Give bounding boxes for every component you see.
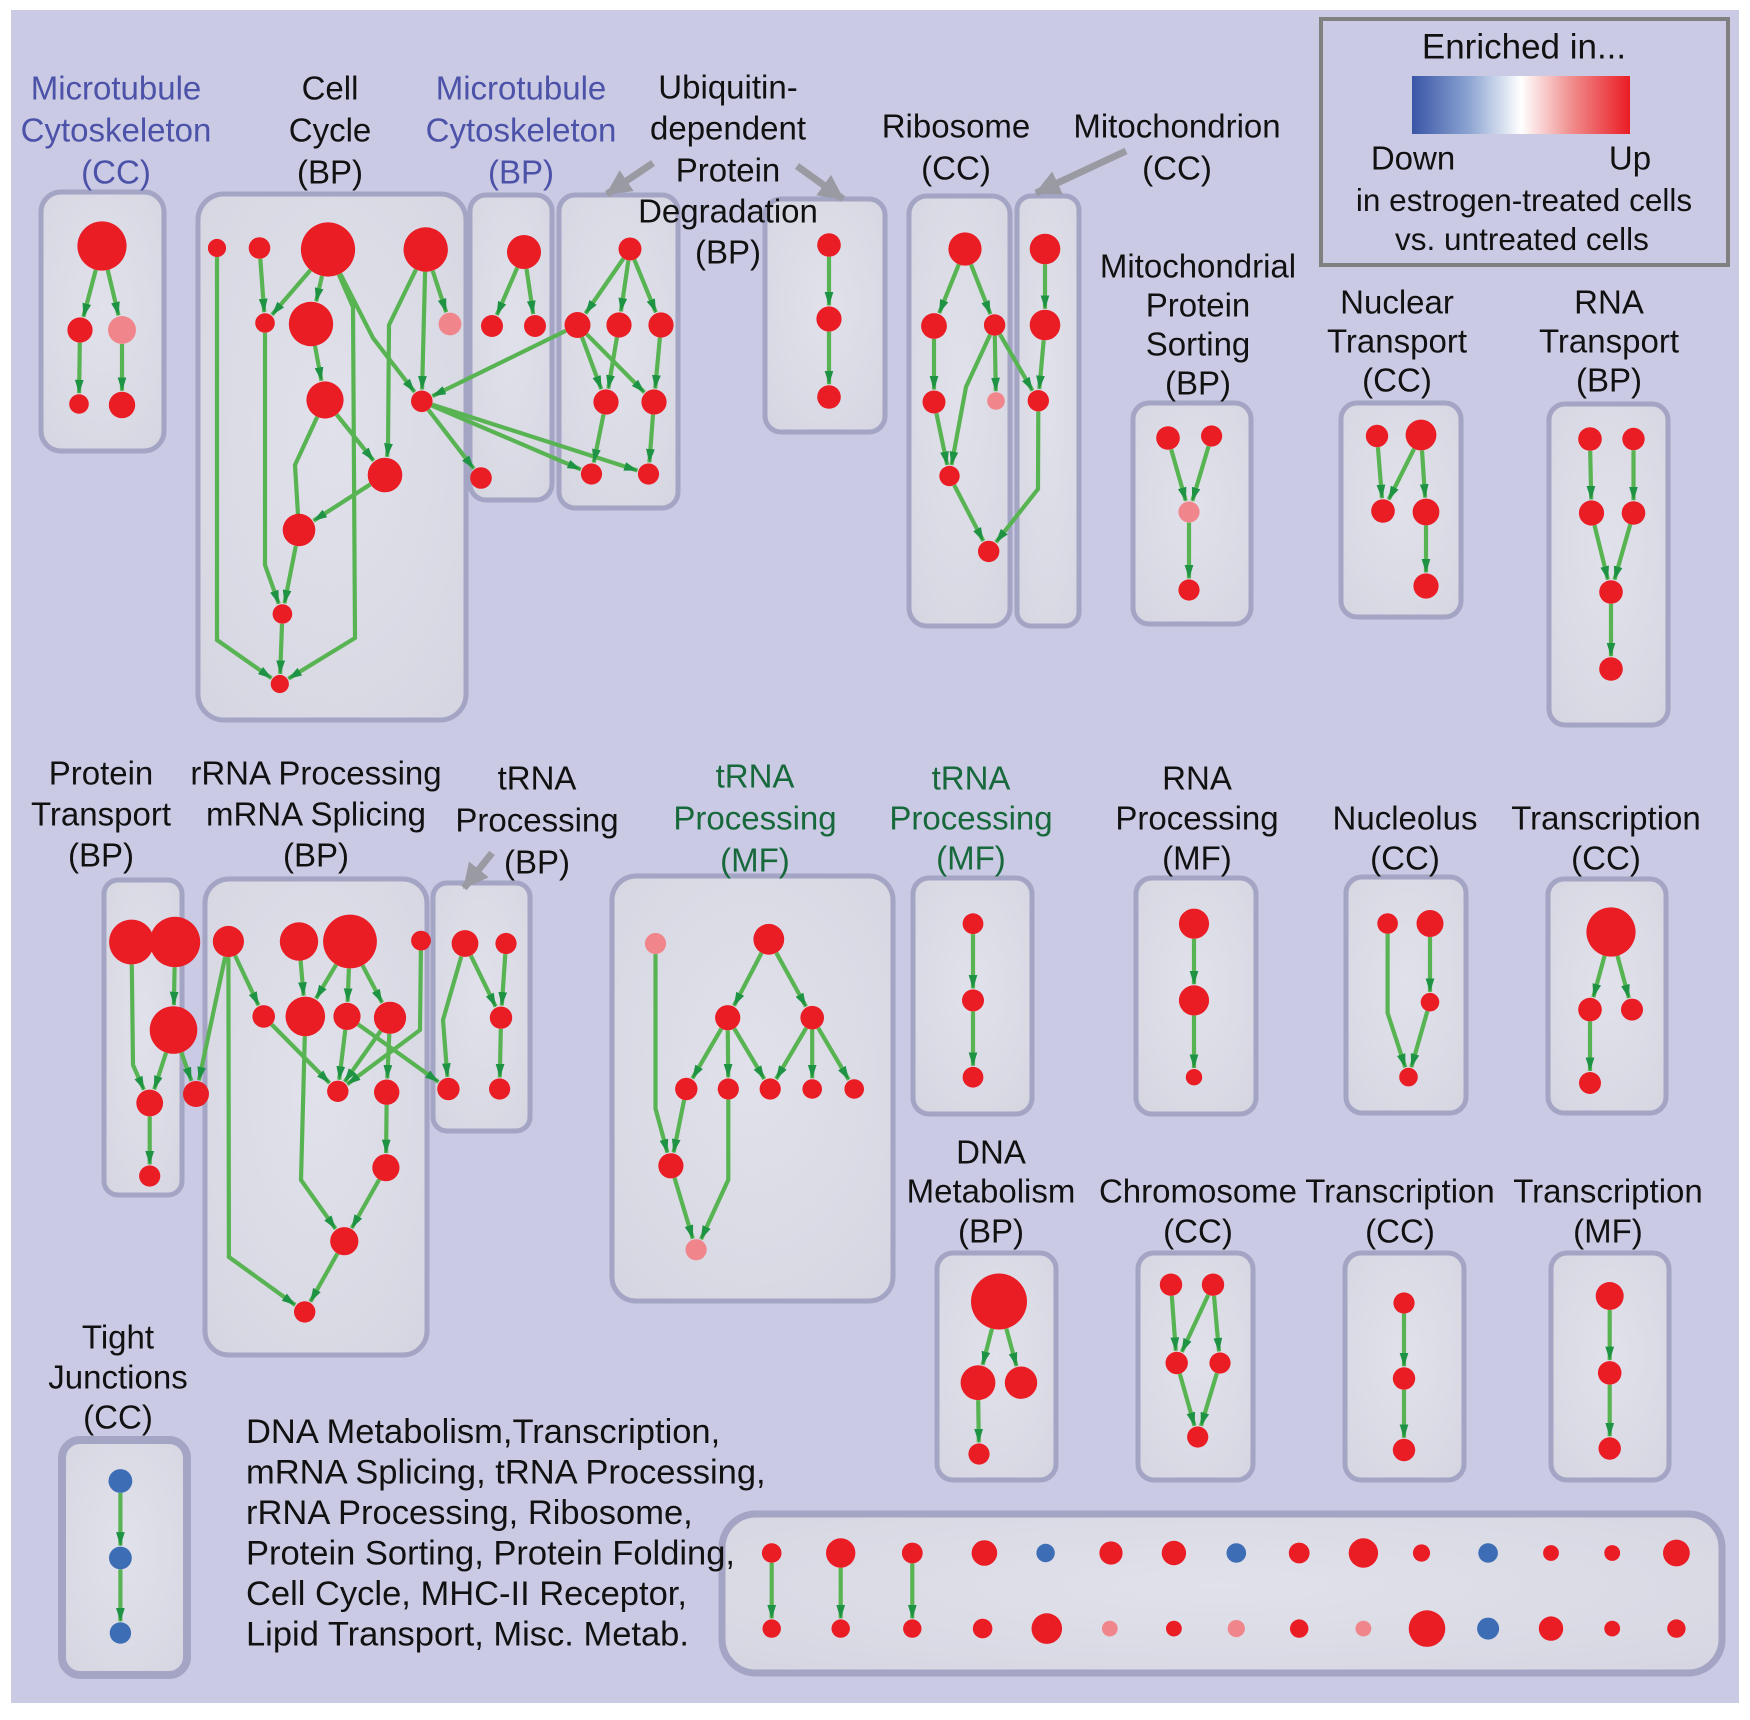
- svg-text:Ubiquitin-: Ubiquitin-: [658, 69, 797, 106]
- svg-text:Metabolism: Metabolism: [907, 1173, 1076, 1210]
- svg-text:mRNA Splicing: mRNA Splicing: [206, 796, 426, 833]
- svg-text:Processing: Processing: [673, 800, 836, 837]
- svg-text:Protein: Protein: [49, 755, 154, 792]
- svg-text:(BP): (BP): [1165, 365, 1231, 402]
- svg-text:Processing: Processing: [455, 802, 618, 839]
- svg-text:(MF): (MF): [1573, 1213, 1643, 1250]
- svg-text:rRNA Processing, Ribosome,: rRNA Processing, Ribosome,: [246, 1494, 693, 1532]
- svg-text:(BP): (BP): [504, 844, 570, 881]
- svg-text:vs. untreated cells: vs. untreated cells: [1395, 221, 1649, 257]
- svg-text:Transport: Transport: [31, 796, 171, 833]
- svg-text:Ribosome: Ribosome: [882, 108, 1031, 145]
- svg-text:Protein: Protein: [1146, 287, 1251, 324]
- svg-text:Cytoskeleton: Cytoskeleton: [21, 112, 212, 149]
- svg-text:Tight: Tight: [82, 1319, 154, 1356]
- svg-text:(CC): (CC): [1365, 1213, 1435, 1250]
- svg-text:DNA Metabolism,Transcription,: DNA Metabolism,Transcription,: [246, 1413, 720, 1451]
- svg-text:(BP): (BP): [68, 837, 134, 874]
- svg-text:(CC): (CC): [921, 150, 991, 187]
- svg-text:RNA: RNA: [1574, 284, 1644, 321]
- svg-text:Junctions: Junctions: [48, 1359, 187, 1396]
- svg-text:(CC): (CC): [81, 154, 151, 191]
- svg-text:tRNA: tRNA: [498, 760, 577, 797]
- svg-text:Cell Cycle, MHC-II Receptor,: Cell Cycle, MHC-II Receptor,: [246, 1575, 687, 1613]
- svg-text:Up: Up: [1609, 140, 1651, 177]
- svg-text:(MF): (MF): [1162, 840, 1232, 877]
- svg-text:Transcription: Transcription: [1513, 1173, 1703, 1210]
- svg-text:tRNA: tRNA: [932, 760, 1011, 797]
- svg-text:(BP): (BP): [297, 154, 363, 191]
- svg-text:Microtubule: Microtubule: [31, 70, 202, 107]
- svg-text:Enriched in...: Enriched in...: [1422, 28, 1626, 67]
- svg-text:RNA: RNA: [1162, 760, 1232, 797]
- svg-text:(MF): (MF): [720, 842, 790, 879]
- svg-text:Down: Down: [1371, 140, 1455, 177]
- svg-text:in estrogen-treated cells: in estrogen-treated cells: [1356, 182, 1692, 218]
- svg-text:(BP): (BP): [695, 234, 761, 271]
- svg-text:(CC): (CC): [1163, 1213, 1233, 1250]
- svg-text:Transcription: Transcription: [1305, 1173, 1495, 1210]
- svg-text:(CC): (CC): [1571, 840, 1641, 877]
- svg-text:DNA: DNA: [956, 1134, 1026, 1171]
- svg-text:Cell: Cell: [302, 70, 359, 107]
- svg-text:(MF): (MF): [936, 840, 1006, 877]
- svg-text:Sorting: Sorting: [1146, 326, 1251, 363]
- svg-text:Cytoskeleton: Cytoskeleton: [426, 112, 617, 149]
- svg-text:Cycle: Cycle: [289, 112, 372, 149]
- svg-text:(BP): (BP): [283, 837, 349, 874]
- svg-text:Protein: Protein: [676, 152, 781, 189]
- svg-text:Transcription: Transcription: [1511, 800, 1701, 837]
- svg-text:(CC): (CC): [1362, 362, 1432, 399]
- svg-text:Chromosome: Chromosome: [1099, 1173, 1297, 1210]
- svg-text:Processing: Processing: [1115, 800, 1278, 837]
- svg-text:Mitochondrion: Mitochondrion: [1073, 108, 1280, 145]
- svg-text:dependent: dependent: [650, 110, 806, 147]
- svg-text:mRNA Splicing, tRNA Processing: mRNA Splicing, tRNA Processing,: [246, 1454, 766, 1492]
- svg-text:tRNA: tRNA: [716, 758, 795, 795]
- svg-text:Processing: Processing: [889, 800, 1052, 837]
- svg-text:(CC): (CC): [1370, 840, 1440, 877]
- svg-text:Transport: Transport: [1539, 323, 1679, 360]
- svg-text:(BP): (BP): [958, 1213, 1024, 1250]
- svg-text:Mitochondrial: Mitochondrial: [1100, 248, 1296, 285]
- svg-text:(CC): (CC): [1142, 150, 1212, 187]
- svg-text:(CC): (CC): [83, 1399, 153, 1436]
- svg-text:Microtubule: Microtubule: [436, 70, 607, 107]
- svg-text:Nuclear: Nuclear: [1340, 284, 1454, 321]
- svg-text:rRNA Processing: rRNA Processing: [190, 755, 441, 792]
- svg-text:(BP): (BP): [1576, 362, 1642, 399]
- svg-text:Transport: Transport: [1327, 323, 1467, 360]
- svg-text:Nucleolus: Nucleolus: [1333, 800, 1478, 837]
- svg-text:(BP): (BP): [488, 154, 554, 191]
- svg-text:Degradation: Degradation: [638, 193, 818, 230]
- svg-text:Protein Sorting, Protein Foldi: Protein Sorting, Protein Folding,: [246, 1535, 735, 1573]
- svg-text:Lipid Transport, Misc. Metab.: Lipid Transport, Misc. Metab.: [246, 1616, 689, 1654]
